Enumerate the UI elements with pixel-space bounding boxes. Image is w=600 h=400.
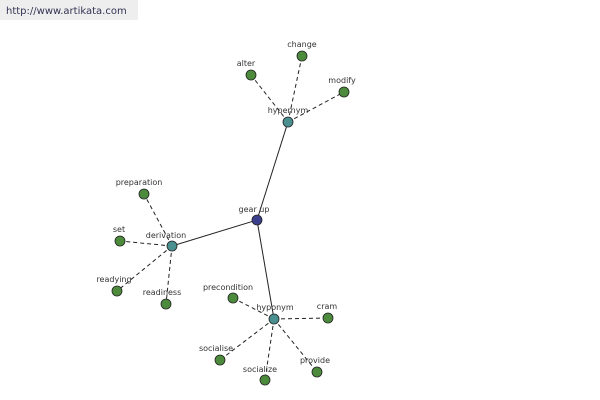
nodes: gear up hypernym derivation hyponym alter cha…	[96, 40, 356, 386]
node-label: precondition	[203, 283, 253, 292]
edge-dashed	[287, 91, 345, 123]
edge	[171, 219, 258, 247]
node-label: hypernym	[268, 106, 309, 115]
node	[138, 188, 150, 200]
node-label: alter	[237, 59, 256, 68]
edge-dashed	[143, 193, 173, 247]
node-label: modify	[328, 76, 356, 85]
node	[111, 285, 123, 297]
node	[214, 354, 226, 366]
node-label: hyponym	[256, 303, 294, 312]
node-label: cram	[317, 302, 338, 311]
node-label: socialize	[243, 365, 277, 374]
node	[259, 374, 271, 386]
node-label: provide	[300, 356, 330, 365]
header-link[interactable]: http://www.artikata.com	[6, 6, 127, 17]
edge	[256, 219, 275, 320]
node	[282, 116, 294, 128]
node-label: set	[113, 225, 125, 234]
edge-dashed	[165, 245, 173, 305]
edge	[256, 121, 289, 221]
node	[296, 50, 308, 62]
node-label: derivation	[146, 231, 186, 240]
node-label: socialise	[199, 344, 233, 353]
node	[114, 235, 126, 247]
edge-dashed	[232, 297, 275, 320]
node	[227, 292, 239, 304]
edge-dashed	[287, 55, 303, 123]
node	[166, 240, 178, 252]
node	[338, 86, 350, 98]
edge-dashed	[250, 74, 289, 123]
node-label: change	[287, 40, 317, 49]
edge-dashed	[264, 318, 275, 381]
node	[311, 366, 323, 378]
node	[268, 313, 280, 325]
edge-dashed	[116, 245, 173, 292]
node-label: preparation	[116, 178, 163, 187]
edge-dashed	[219, 318, 275, 361]
node	[322, 312, 334, 324]
node-label: readying	[96, 275, 131, 284]
header-box	[0, 0, 138, 20]
edge-dashed	[273, 317, 329, 320]
node-label: readiness	[143, 288, 182, 297]
node	[251, 214, 263, 226]
node	[245, 69, 257, 81]
edge-dashed	[273, 318, 318, 373]
edges	[116, 55, 345, 381]
edge-dashed	[119, 240, 173, 247]
node	[160, 298, 172, 310]
node-label: gear up	[239, 205, 270, 214]
